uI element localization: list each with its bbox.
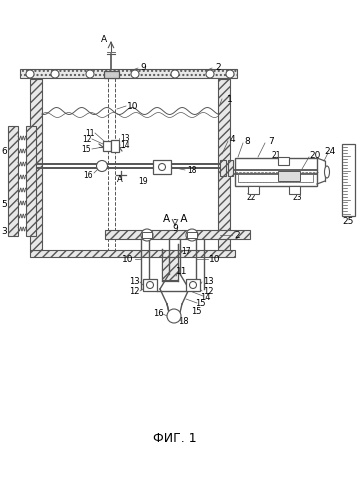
Bar (103, 141, 111, 151)
Text: 9: 9 (140, 62, 146, 71)
Bar (278, 157, 289, 165)
Text: ФИГ. 1: ФИГ. 1 (153, 433, 197, 446)
Text: 7: 7 (268, 137, 274, 146)
Circle shape (131, 70, 139, 78)
Text: 24: 24 (324, 147, 336, 156)
Text: 15: 15 (195, 299, 205, 308)
Bar (142, 232, 152, 238)
Ellipse shape (324, 166, 329, 178)
Text: 17: 17 (181, 247, 191, 255)
Text: 22: 22 (246, 193, 256, 202)
Bar (238, 174, 313, 182)
Text: А: А (101, 34, 107, 43)
Bar (289, 186, 300, 194)
Text: 19: 19 (138, 177, 148, 186)
Text: 14: 14 (200, 292, 210, 301)
Text: 11: 11 (176, 266, 188, 275)
Circle shape (51, 70, 59, 78)
Bar (105, 230, 250, 239)
Circle shape (147, 281, 153, 288)
Text: 18: 18 (187, 166, 197, 175)
Bar (104, 71, 119, 78)
Circle shape (206, 70, 214, 78)
Text: А: А (117, 175, 123, 184)
Text: 16: 16 (83, 171, 93, 180)
Text: 13: 13 (129, 277, 139, 286)
Text: 18: 18 (178, 317, 188, 326)
Text: 13: 13 (120, 134, 130, 143)
Circle shape (26, 70, 34, 78)
Bar (228, 160, 233, 176)
Circle shape (226, 70, 234, 78)
Bar (342, 144, 355, 216)
Text: 23: 23 (292, 193, 302, 202)
Bar (186, 279, 200, 291)
Circle shape (158, 164, 166, 171)
Text: 11: 11 (85, 129, 95, 138)
Bar (220, 160, 226, 176)
Text: 6: 6 (1, 147, 7, 156)
Text: 12: 12 (82, 135, 92, 144)
Text: 16: 16 (153, 309, 163, 318)
Circle shape (141, 229, 153, 241)
Text: 3: 3 (1, 227, 7, 236)
Text: 15: 15 (81, 145, 91, 154)
Text: 25: 25 (342, 217, 354, 226)
Text: 2: 2 (215, 62, 221, 71)
Bar (20, 69, 237, 78)
Bar (30, 79, 42, 250)
Circle shape (189, 281, 197, 288)
Text: 15: 15 (191, 306, 201, 315)
Text: 4: 4 (229, 135, 235, 144)
Bar (248, 186, 259, 194)
Bar (30, 250, 235, 257)
Text: 5: 5 (1, 200, 7, 209)
Text: 12: 12 (129, 286, 139, 295)
Text: 9: 9 (172, 224, 178, 233)
Circle shape (186, 229, 198, 241)
Circle shape (171, 70, 179, 78)
Bar (8, 126, 18, 236)
Bar (111, 140, 119, 152)
Text: 10: 10 (122, 254, 134, 263)
Text: 21: 21 (271, 151, 281, 160)
Text: 14: 14 (120, 141, 130, 150)
Text: 12: 12 (203, 286, 213, 295)
Circle shape (96, 161, 108, 172)
Text: 2: 2 (234, 231, 240, 240)
Text: 10: 10 (127, 101, 139, 110)
Bar (26, 126, 36, 236)
Bar (218, 79, 230, 250)
Text: 20: 20 (309, 151, 321, 160)
Text: 13: 13 (203, 277, 213, 286)
Text: 10: 10 (209, 254, 221, 263)
Bar (153, 160, 171, 174)
Bar (278, 171, 300, 181)
Bar (162, 257, 178, 280)
Text: 1: 1 (227, 94, 233, 103)
Bar (187, 232, 197, 238)
Bar (143, 279, 157, 291)
Bar (235, 158, 317, 186)
Text: 8: 8 (244, 137, 250, 146)
Circle shape (86, 70, 94, 78)
Circle shape (167, 309, 181, 323)
Text: А - А: А - А (163, 214, 187, 224)
